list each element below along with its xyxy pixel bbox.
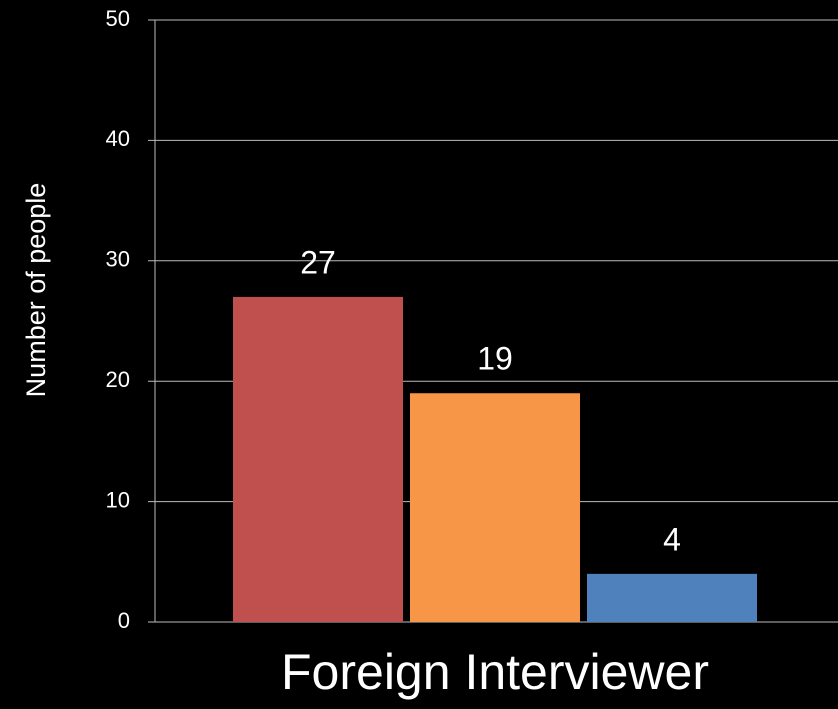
y-tick-label: 0 — [118, 608, 130, 633]
bar — [233, 296, 403, 622]
y-tick-label: 40 — [106, 126, 130, 151]
data-label: 27 — [300, 244, 336, 280]
y-tick-label: 50 — [106, 6, 130, 31]
y-axis-label: Number of people — [21, 183, 51, 398]
x-tick-label: Foreign Interviewer — [281, 644, 709, 700]
data-label: 4 — [663, 521, 681, 557]
data-label: 19 — [477, 341, 513, 377]
y-tick-label: 20 — [106, 367, 130, 392]
y-tick-label: 10 — [106, 487, 130, 512]
bar — [587, 573, 757, 622]
y-tick-label: 30 — [106, 247, 130, 272]
bar — [410, 393, 580, 622]
